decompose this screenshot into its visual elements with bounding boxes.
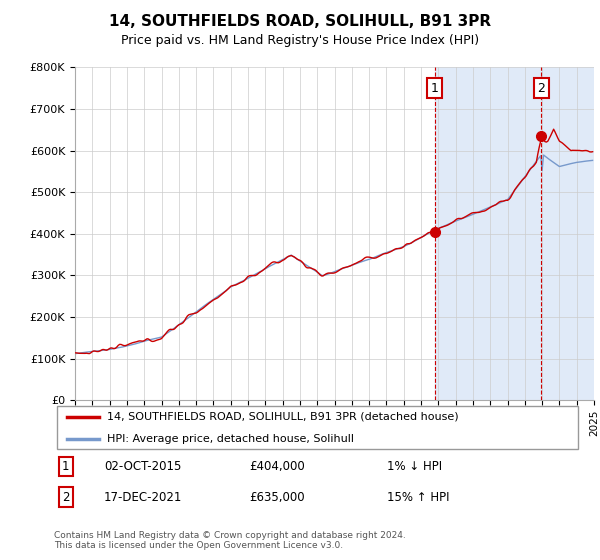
FancyBboxPatch shape [56, 406, 578, 450]
Text: 2: 2 [538, 82, 545, 95]
Bar [541, 67, 594, 400]
Bar [434, 67, 541, 400]
Text: £635,000: £635,000 [250, 491, 305, 503]
Text: 14, SOUTHFIELDS ROAD, SOLIHULL, B91 3PR (detached house): 14, SOUTHFIELDS ROAD, SOLIHULL, B91 3PR … [107, 412, 458, 422]
Text: 1: 1 [62, 460, 70, 473]
Text: Contains HM Land Registry data © Crown copyright and database right 2024.
This d: Contains HM Land Registry data © Crown c… [54, 531, 406, 550]
Text: 15% ↑ HPI: 15% ↑ HPI [386, 491, 449, 503]
Text: 1% ↓ HPI: 1% ↓ HPI [386, 460, 442, 473]
Text: HPI: Average price, detached house, Solihull: HPI: Average price, detached house, Soli… [107, 434, 354, 444]
Text: 1: 1 [431, 82, 439, 95]
Text: 17-DEC-2021: 17-DEC-2021 [104, 491, 182, 503]
Text: £404,000: £404,000 [250, 460, 305, 473]
Text: 02-OCT-2015: 02-OCT-2015 [104, 460, 182, 473]
Text: 14, SOUTHFIELDS ROAD, SOLIHULL, B91 3PR: 14, SOUTHFIELDS ROAD, SOLIHULL, B91 3PR [109, 14, 491, 29]
Text: 2: 2 [62, 491, 70, 503]
Text: Price paid vs. HM Land Registry's House Price Index (HPI): Price paid vs. HM Land Registry's House … [121, 34, 479, 46]
